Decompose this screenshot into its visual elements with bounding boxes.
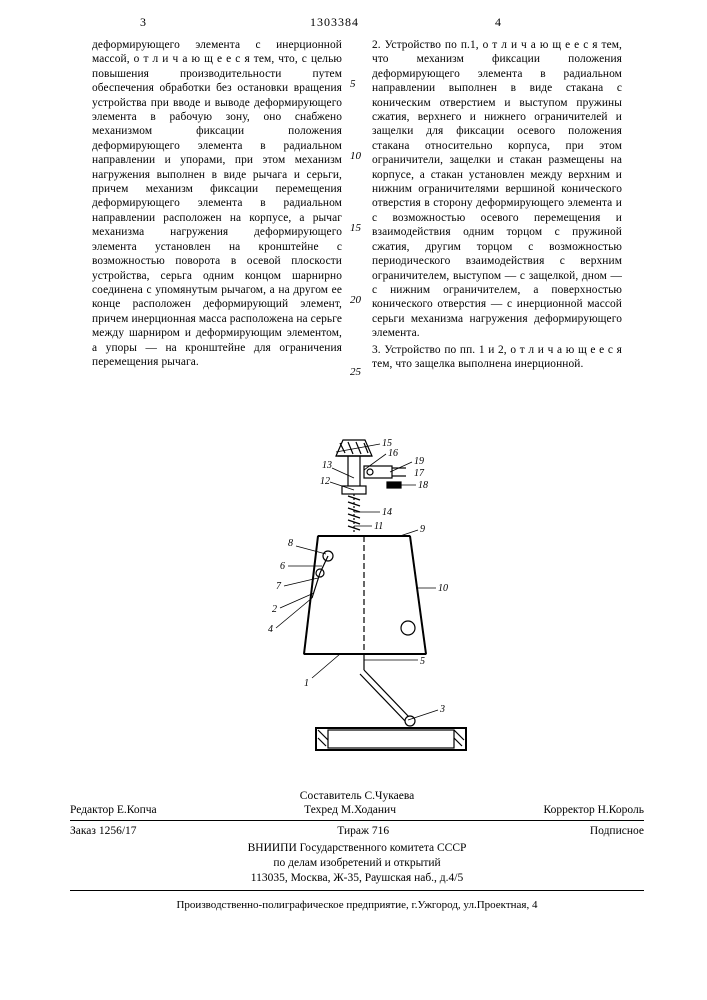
figure-label: 3 [439, 704, 445, 715]
publisher-block: ВНИИПИ Государственного комитета СССР по… [70, 841, 644, 886]
tech-label: Техред [304, 804, 338, 816]
figure-label: 13 [322, 460, 332, 471]
figure-label: 9 [420, 524, 425, 535]
figure-label: 6 [280, 561, 285, 572]
circulation-label: Тираж [337, 825, 369, 837]
corrector-name: Н.Король [598, 804, 644, 816]
figure-label: 7 [276, 581, 282, 592]
publisher-line2: по делам изобретений и открытий [70, 856, 644, 871]
divider [70, 820, 644, 821]
tech-cell: Техред М.Ходанич [304, 804, 396, 816]
figure-label: 11 [374, 521, 383, 532]
figure-label: 16 [388, 448, 398, 459]
compiler-row: Составитель С.Чукаева [70, 790, 644, 802]
credits-row: Редактор Е.Копча Техред М.Ходанич Коррек… [70, 804, 644, 816]
column-left: деформирующего элемента с инерционной ма… [92, 38, 342, 371]
printer-line: Производственно-полиграфическое предприя… [70, 899, 644, 911]
editor-name: Е.Копча [117, 804, 157, 816]
figure-label: 4 [268, 624, 273, 635]
editor-label: Редактор [70, 804, 114, 816]
figure-label: 10 [438, 583, 448, 594]
figure-label: 12 [320, 476, 330, 487]
figure-label: 19 [414, 456, 424, 467]
figure-label: 18 [418, 480, 428, 491]
text-columns: деформирующего элемента с инерционной ма… [92, 38, 624, 371]
compiler-name: С.Чукаева [364, 790, 414, 802]
figure-label: 8 [288, 538, 293, 549]
subscription: Подписное [590, 825, 644, 837]
claim-1-continuation: деформирующего элемента с инерционной ма… [92, 38, 342, 369]
technical-drawing: 15 16 19 17 18 13 12 14 11 9 10 8 6 7 2 … [240, 438, 470, 768]
footer-block: Составитель С.Чукаева Редактор Е.Копча Т… [70, 790, 644, 911]
figure-label: 14 [382, 507, 392, 518]
page-number-left: 3 [140, 15, 146, 30]
circulation-cell: Тираж 716 [337, 825, 389, 837]
order-row: Заказ 1256/17 Тираж 716 Подписное [70, 825, 644, 837]
editor-cell: Редактор Е.Копча [70, 804, 157, 816]
corrector-label: Корректор [543, 804, 594, 816]
publisher-line1: ВНИИПИ Государственного комитета СССР [70, 841, 644, 856]
order-label: Заказ [70, 825, 96, 837]
divider [70, 890, 644, 891]
order-cell: Заказ 1256/17 [70, 825, 137, 837]
claim-3: 3. Устройство по пп. 1 и 2, о т л и ч а … [372, 343, 622, 372]
circulation-number: 716 [372, 825, 389, 837]
claim-2: 2. Устройство по п.1, о т л и ч а ю щ е … [372, 38, 622, 341]
publisher-address: 113035, Москва, Ж-35, Раушская наб., д.4… [70, 871, 644, 886]
figure-label: 2 [272, 604, 277, 615]
patent-number: 1303384 [310, 15, 359, 30]
compiler-label: Составитель [300, 790, 362, 802]
tech-name: М.Ходанич [341, 804, 396, 816]
order-number: 1256/17 [99, 825, 137, 837]
figure-label: 1 [304, 678, 309, 689]
figure-label: 5 [420, 656, 425, 667]
page-number-right: 4 [495, 15, 501, 30]
column-right: 2. Устройство по п.1, о т л и ч а ю щ е … [372, 38, 622, 371]
corrector-cell: Корректор Н.Король [543, 804, 644, 816]
figure-label: 17 [414, 468, 425, 479]
